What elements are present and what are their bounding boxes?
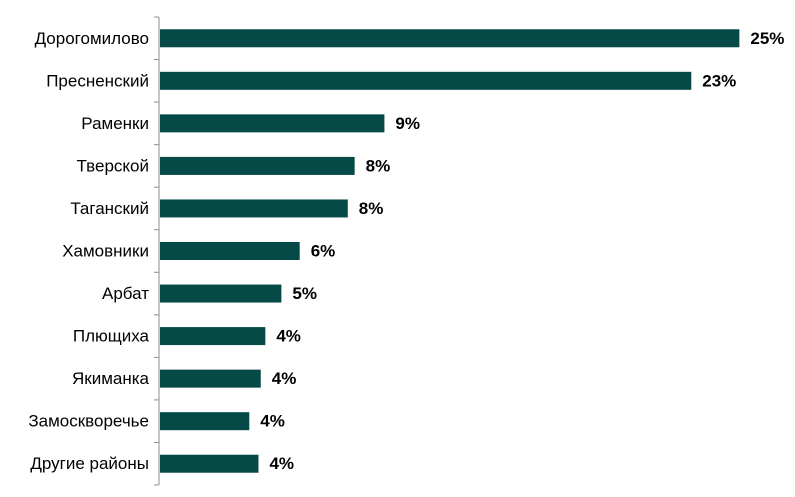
bar <box>160 454 259 473</box>
category-label: Плющиха <box>73 327 150 346</box>
data-label: 4% <box>276 327 301 346</box>
category-label: Раменки <box>81 114 149 133</box>
bar <box>160 284 282 303</box>
bar <box>160 199 348 218</box>
category-label: Пресненский <box>46 71 149 90</box>
data-label: 8% <box>359 199 384 218</box>
category-label: Арбат <box>102 284 149 303</box>
bar <box>160 369 261 388</box>
category-label: Дорогомилово <box>35 29 149 48</box>
category-label: Якиманка <box>72 369 150 388</box>
category-label: Таганский <box>70 199 149 218</box>
category-label: Замоскворечье <box>28 412 149 431</box>
bar <box>160 242 300 260</box>
data-label: 9% <box>395 114 420 133</box>
bars-layer <box>160 29 740 473</box>
data-label: 25% <box>750 29 784 48</box>
bar <box>160 327 266 346</box>
category-label: Тверской <box>77 156 149 175</box>
data-label: 4% <box>272 369 297 388</box>
bar <box>160 412 250 431</box>
axis-layer <box>154 16 160 486</box>
bar <box>160 29 740 48</box>
data-label: 6% <box>311 242 336 261</box>
bar <box>160 114 385 133</box>
category-label: Хамовники <box>62 242 149 261</box>
bar <box>160 156 355 175</box>
data-label: 4% <box>269 454 294 473</box>
data-label: 5% <box>292 284 317 303</box>
data-label: 4% <box>260 412 285 431</box>
category-label: Другие районы <box>30 454 149 473</box>
data-label: 8% <box>366 156 391 175</box>
data-label: 23% <box>702 71 736 90</box>
bar <box>160 71 692 90</box>
labels-layer: Дорогомилово 25% Пресненский 23% Раменки 9% Тв… <box>28 29 784 473</box>
